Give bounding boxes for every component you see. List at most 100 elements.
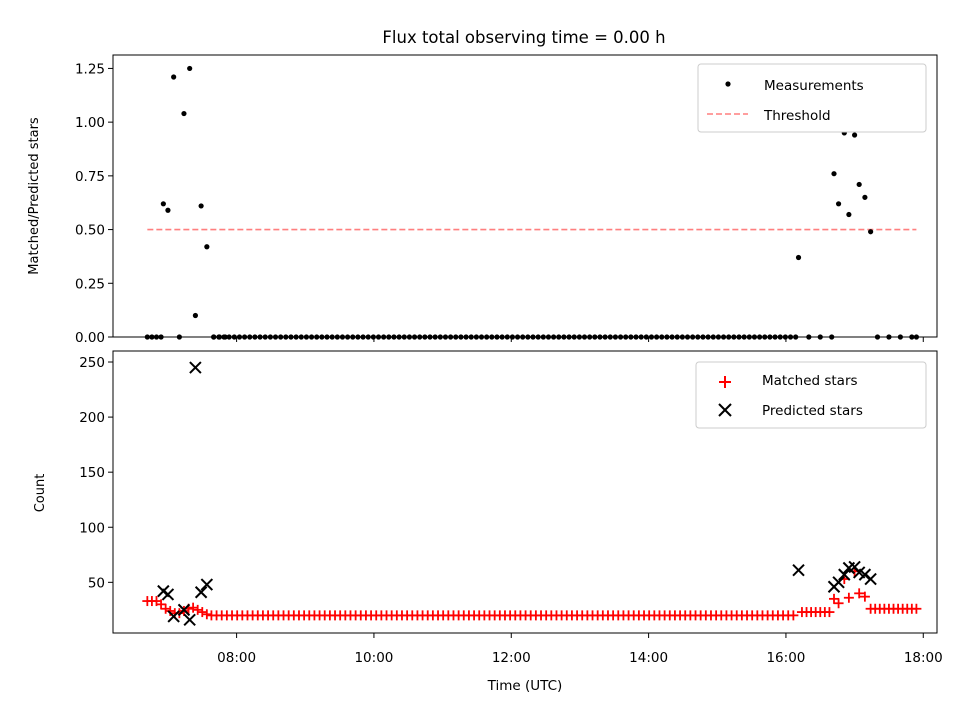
measurement-point xyxy=(484,334,490,340)
measurement-point xyxy=(700,334,706,340)
predicted-star-point xyxy=(792,564,805,577)
measurement-point xyxy=(862,194,868,200)
ratio-y-tick-label: 0.00 xyxy=(75,330,105,346)
measurement-point xyxy=(829,334,835,340)
measurement-point xyxy=(746,334,752,340)
predicted-star-point xyxy=(832,576,845,589)
measurement-point xyxy=(648,334,655,340)
count-y-ticks: 50 100 150 200 250 xyxy=(79,355,113,591)
count-y-tick-label: 100 xyxy=(79,520,105,536)
matched-star-point xyxy=(843,592,854,603)
measurement-point xyxy=(278,334,284,340)
x-tick-label: 12:00 xyxy=(492,650,531,666)
measurement-point xyxy=(592,334,598,340)
measurement-point xyxy=(288,334,294,340)
measurement-point xyxy=(720,334,727,340)
measurement-point xyxy=(283,334,289,340)
matched-star-point xyxy=(165,605,176,616)
measurements-legend-marker xyxy=(725,81,731,87)
measurement-point xyxy=(623,334,629,340)
count-axes-frame xyxy=(112,350,938,634)
measurement-point xyxy=(165,207,171,213)
measurement-point xyxy=(252,334,258,340)
count-y-tick-label: 200 xyxy=(79,410,105,426)
predicted-star-point xyxy=(838,568,851,581)
measurement-point xyxy=(437,334,443,340)
measurement-point xyxy=(690,334,696,340)
measurement-point xyxy=(868,229,874,235)
measurement-point xyxy=(198,203,204,209)
measurement-point xyxy=(422,334,428,340)
ratio-y-tick-label: 0.25 xyxy=(75,276,105,292)
measurement-point xyxy=(831,171,837,177)
measurement-point xyxy=(427,334,433,340)
measurement-point xyxy=(329,334,335,340)
predicted-legend-label: Predicted stars xyxy=(762,403,863,419)
measurement-point xyxy=(607,334,613,340)
measurement-point xyxy=(293,334,299,340)
measurement-point xyxy=(540,334,546,340)
measurement-point xyxy=(643,334,649,340)
chart-title: Flux total observing time = 0.00 h xyxy=(382,28,665,47)
measurement-point xyxy=(432,334,438,340)
measurement-point xyxy=(852,132,858,138)
measurement-point xyxy=(211,334,217,340)
matched-star-point xyxy=(824,607,835,618)
ratio-legend: Measurements Threshold xyxy=(697,63,927,133)
measurement-point xyxy=(458,334,464,340)
measurement-point xyxy=(370,334,376,340)
measurement-point xyxy=(181,110,187,117)
measurement-point xyxy=(247,334,253,340)
predicted-star-point xyxy=(177,603,191,617)
measurement-point xyxy=(597,334,603,340)
measurement-point xyxy=(782,334,788,340)
predicted-legend-marker xyxy=(718,403,732,417)
measurement-point xyxy=(587,334,593,340)
measurement-point xyxy=(795,254,802,261)
measurement-point xyxy=(846,211,852,218)
measurement-point xyxy=(391,334,397,340)
count-legend-box xyxy=(695,361,927,429)
measurement-point xyxy=(695,334,701,340)
x-tick-label: 18:00 xyxy=(904,650,943,666)
measurement-point xyxy=(612,334,619,340)
ratio-legend-box xyxy=(697,63,927,133)
measurement-point xyxy=(705,334,711,340)
count-x-ticks: 08:00 10:00 12:00 14:00 16:00 18:00 xyxy=(217,633,943,666)
measurement-point xyxy=(520,334,526,340)
matched-star-point xyxy=(160,603,171,614)
predicted-star-point xyxy=(161,588,175,601)
measurement-point xyxy=(345,334,351,340)
matched-star-point xyxy=(833,598,844,609)
ratio-panel: Matched/Predicted stars 0.00 0.25 0.50 0.75… xyxy=(27,54,938,346)
measurement-point xyxy=(535,334,541,340)
measurement-point xyxy=(406,334,413,340)
measurement-point xyxy=(360,334,366,340)
measurement-point xyxy=(355,334,361,340)
measurement-points xyxy=(144,65,920,340)
measurement-point xyxy=(171,74,177,80)
measurement-point xyxy=(856,181,862,188)
measurement-point xyxy=(571,334,577,340)
measurement-point xyxy=(741,334,747,340)
measurement-point xyxy=(602,334,608,340)
measurement-point xyxy=(494,334,500,340)
measurement-point xyxy=(236,334,243,340)
measurement-point xyxy=(365,334,371,340)
measurement-point xyxy=(913,334,920,340)
measurement-point xyxy=(874,334,881,340)
predicted-star-point xyxy=(864,572,877,586)
predicted-star-point xyxy=(194,586,208,599)
measurement-point xyxy=(499,334,505,340)
measurement-point xyxy=(489,334,495,340)
measurement-point xyxy=(350,334,356,340)
predicted-star-point xyxy=(189,361,202,374)
measurement-point xyxy=(617,334,624,340)
matched-star-point xyxy=(829,593,839,604)
predicted-stars-points xyxy=(157,361,877,626)
measurement-point xyxy=(504,334,510,340)
measurement-point xyxy=(561,334,567,340)
measurement-point xyxy=(664,334,670,340)
measurement-point xyxy=(509,334,516,340)
measurement-point xyxy=(793,334,799,340)
